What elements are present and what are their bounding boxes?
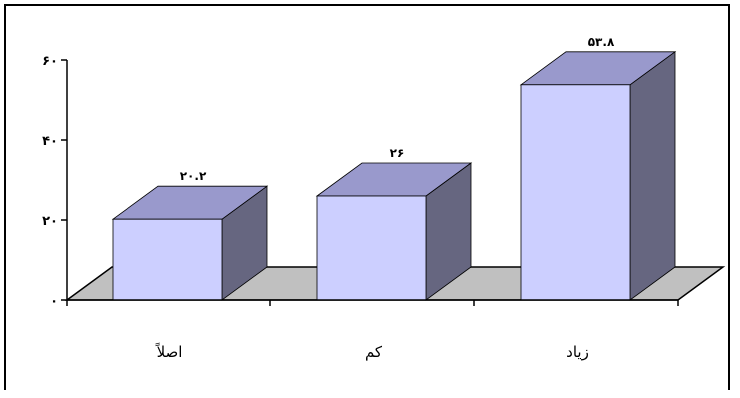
y-tick-label: ۶۰ bbox=[42, 54, 58, 69]
x-category-label: کم bbox=[365, 343, 383, 361]
chart-frame bbox=[4, 4, 730, 390]
x-axis: اصلاً کم زیاد bbox=[66, 299, 679, 361]
bar-side bbox=[629, 51, 676, 301]
y-axis: ۰ ۲۰ ۴۰ ۶۰ bbox=[42, 54, 68, 309]
y-tick-label: ۰ bbox=[50, 294, 58, 309]
x-category-label: اصلاً bbox=[155, 342, 183, 361]
bar bbox=[520, 84, 631, 301]
data-label: ۲۶ bbox=[390, 146, 405, 160]
y-tick-label: ۴۰ bbox=[42, 134, 58, 149]
bars-group: ۲۰.۲ ۲۶ ۵۳.۸ bbox=[111, 35, 677, 301]
bar-group: ۵۳.۸ bbox=[519, 35, 677, 301]
bar bbox=[112, 218, 223, 301]
y-tick-label: ۲۰ bbox=[42, 214, 58, 229]
x-category-label: زیاد bbox=[566, 343, 589, 361]
bar bbox=[316, 195, 427, 301]
data-label: ۵۳.۸ bbox=[588, 35, 615, 49]
bar-group: ۲۶ bbox=[315, 146, 473, 301]
bar-group: ۲۰.۲ bbox=[111, 169, 269, 301]
data-label: ۲۰.۲ bbox=[180, 169, 207, 183]
